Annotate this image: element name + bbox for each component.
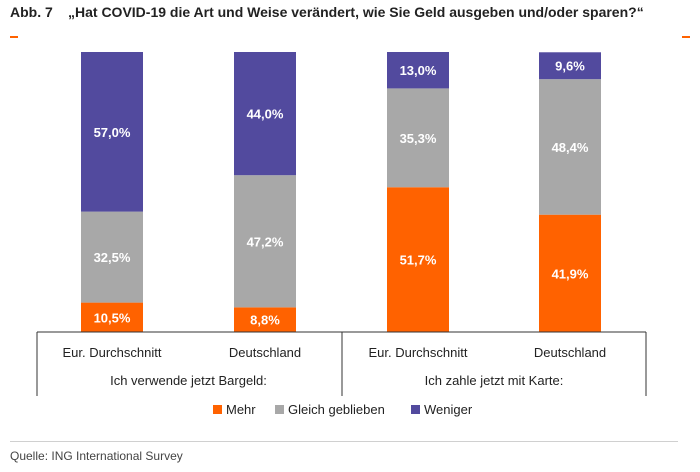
bar-segment-gleich-geblieben-3 (539, 79, 601, 215)
bar-segment-weniger-3 (539, 52, 601, 80)
chart-title: „Hat COVID-19 die Art und Weise veränder… (68, 4, 644, 20)
data-label: 13,0% (400, 63, 437, 78)
data-label: 9,6% (555, 59, 585, 74)
bar-segment-mehr-3 (539, 214, 601, 332)
bar-segment-mehr-2 (387, 187, 449, 332)
data-label: 8,8% (250, 313, 280, 328)
chart-title-row: Abb. 7 „Hat COVID-19 die Art und Weise v… (10, 4, 644, 20)
bar-segment-gleich-geblieben-2 (387, 88, 449, 188)
legend-swatch (275, 405, 284, 414)
data-label: 44,0% (247, 107, 284, 122)
legend-swatch (213, 405, 222, 414)
data-label: 41,9% (552, 266, 589, 281)
legend-swatch (411, 405, 420, 414)
x-group-label: Ich verwende jetzt Bargeld: (110, 373, 267, 388)
data-label: 57,0% (94, 125, 131, 140)
accent-mark-left (10, 36, 18, 38)
bar-segment-gleich-geblieben-0 (81, 211, 143, 303)
data-label: 10,5% (94, 310, 131, 325)
data-label: 47,2% (247, 234, 284, 249)
accent-mark-right (682, 36, 690, 38)
x-tick-label: Eur. Durchschnitt (369, 345, 468, 360)
legend-label: Gleich geblieben (288, 402, 385, 417)
data-label: 32,5% (94, 250, 131, 265)
figure-label: Abb. 7 (10, 4, 53, 20)
bar-segment-weniger-2 (387, 52, 449, 89)
legend-label: Weniger (424, 402, 473, 417)
x-tick-label: Deutschland (534, 345, 606, 360)
legend-label: Mehr (226, 402, 256, 417)
x-tick-label: Deutschland (229, 345, 301, 360)
bar-segment-weniger-0 (81, 52, 143, 212)
x-group-label: Ich zahle jetzt mit Karte: (425, 373, 564, 388)
source-note: Quelle: ING International Survey (10, 449, 183, 463)
data-label: 48,4% (552, 140, 589, 155)
bar-segment-gleich-geblieben-1 (234, 175, 296, 308)
bar-segment-weniger-1 (234, 52, 296, 176)
bar-segment-mehr-1 (234, 307, 296, 332)
stacked-bar-chart: 10,5% 32,5% 57,0% 8,8% 47,2% 44,0% 51,7% 35,3% 1… (36, 52, 647, 417)
data-label: 35,3% (400, 131, 437, 146)
bar-segment-mehr-0 (81, 302, 143, 332)
footer-divider (10, 441, 678, 442)
data-label: 51,7% (400, 253, 437, 268)
x-tick-label: Eur. Durchschnitt (63, 345, 162, 360)
